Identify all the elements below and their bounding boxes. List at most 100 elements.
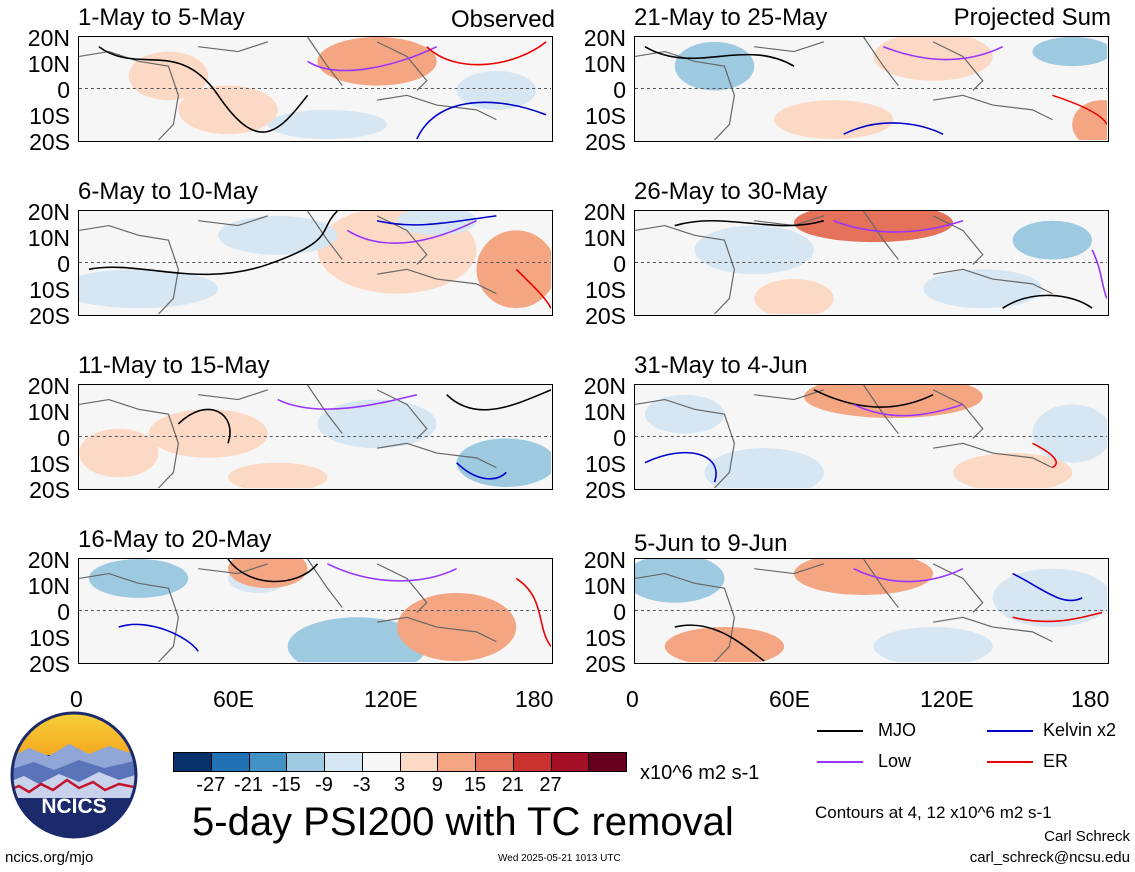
panel-title-2: 6-May to 10-May bbox=[78, 178, 259, 205]
colorbar-swatch bbox=[475, 752, 514, 772]
anomaly-shading bbox=[674, 41, 755, 91]
wave-contour bbox=[227, 559, 319, 583]
lat-label: 10N bbox=[27, 573, 70, 599]
lat-label: 20S bbox=[29, 303, 70, 329]
map-panel bbox=[78, 384, 553, 490]
colorbar-tick-label: -27 bbox=[196, 774, 226, 796]
colorbar bbox=[173, 752, 627, 772]
panel-title-3: 11-May to 15-May bbox=[78, 352, 270, 379]
colorbar-tick-label: 21 bbox=[501, 774, 524, 796]
wave-contour bbox=[1032, 442, 1058, 469]
legend-line-kelvin bbox=[987, 730, 1033, 732]
lat-label: 0 bbox=[613, 251, 626, 277]
wave-contour bbox=[644, 451, 717, 483]
coastline bbox=[79, 37, 497, 140]
colorbar-tick-label: -21 bbox=[234, 774, 263, 796]
coastline bbox=[79, 211, 497, 314]
anomaly-shading bbox=[317, 37, 437, 86]
map-panel bbox=[634, 558, 1109, 664]
lat-label: 20N bbox=[583, 199, 626, 225]
anomaly-shading bbox=[456, 438, 551, 488]
wave-contour bbox=[515, 268, 551, 309]
anomaly-shading bbox=[287, 617, 427, 662]
colorbar-swatch bbox=[210, 752, 250, 772]
lat-label: 10N bbox=[583, 573, 626, 599]
anomaly-shading bbox=[456, 71, 537, 110]
lat-label: 0 bbox=[613, 77, 626, 103]
wave-contour bbox=[853, 568, 964, 583]
lat-label: 20S bbox=[585, 129, 626, 155]
colorbar-swatch bbox=[437, 752, 476, 772]
lat-label: 10N bbox=[27, 225, 70, 251]
anomaly-shading bbox=[952, 453, 1073, 488]
wave-contour bbox=[118, 623, 199, 652]
wave-contour bbox=[1012, 611, 1103, 623]
lat-label: 20S bbox=[585, 477, 626, 503]
lat-label: 20S bbox=[29, 651, 70, 677]
lat-label: 10N bbox=[583, 51, 626, 77]
map-panel bbox=[634, 36, 1109, 142]
lon-label-right-120e: 120E bbox=[920, 686, 974, 712]
coastline bbox=[635, 559, 1053, 662]
colorbar-swatch bbox=[550, 752, 590, 772]
legend-label-er: ER bbox=[1043, 751, 1069, 771]
anomaly-shading bbox=[218, 215, 338, 255]
lat-label: 10S bbox=[585, 625, 626, 651]
lat-label: 20N bbox=[583, 373, 626, 399]
legend-label-kelvin: Kelvin x2 bbox=[1043, 720, 1117, 740]
author-email[interactable]: carl_schreck@ncsu.edu bbox=[969, 849, 1130, 866]
wave-contour bbox=[456, 462, 507, 480]
coastline bbox=[79, 385, 497, 488]
lon-label-left-0: 0 bbox=[70, 686, 83, 712]
main-title: 5-day PSI200 with TC removal bbox=[192, 800, 734, 844]
lon-label-left-180: 180 bbox=[515, 686, 554, 712]
logo-text: NCICS bbox=[41, 795, 106, 818]
map-panel bbox=[78, 36, 553, 142]
lat-label: 10S bbox=[29, 625, 70, 651]
wave-contour bbox=[833, 219, 964, 233]
lon-label-right-0: 0 bbox=[626, 686, 639, 712]
anomaly-shading bbox=[1032, 37, 1107, 67]
timestamp: Wed 2025-05-21 1013 UTC bbox=[498, 853, 621, 864]
colorbar-tick-label: -15 bbox=[271, 774, 301, 796]
anomaly-shading bbox=[317, 399, 437, 449]
anomaly-shading bbox=[228, 462, 328, 488]
colorbar-tick-label: -9 bbox=[315, 774, 333, 796]
lon-label-left-120e: 120E bbox=[364, 686, 418, 712]
site-link[interactable]: ncics.org/mjo bbox=[5, 849, 94, 866]
anomaly-shading bbox=[79, 428, 159, 478]
lat-label: 0 bbox=[57, 77, 70, 103]
anomaly-shading bbox=[79, 269, 219, 309]
coastline bbox=[635, 37, 1053, 140]
wave-contour bbox=[327, 563, 457, 582]
lat-label: 20N bbox=[27, 199, 70, 225]
map-panel bbox=[634, 210, 1109, 316]
map-panel bbox=[78, 558, 553, 664]
lat-label: 10S bbox=[585, 277, 626, 303]
lat-label: 10S bbox=[29, 277, 70, 303]
panel-title-8: 5-Jun to 9-Jun bbox=[634, 530, 788, 557]
anomaly-shading bbox=[992, 568, 1107, 628]
wave-contour bbox=[674, 219, 825, 227]
anomaly-shading bbox=[1032, 404, 1107, 463]
colorbar-tick-label: 15 bbox=[463, 774, 487, 796]
colorbar-tick-label: -3 bbox=[352, 774, 371, 796]
contour-note: Contours at 4, 12 x10^6 m2 s-1 bbox=[815, 803, 1052, 822]
anomaly-shading bbox=[635, 559, 725, 603]
lon-label-right-180: 180 bbox=[1071, 686, 1110, 712]
anomaly-shading bbox=[923, 269, 1043, 309]
wave-contour bbox=[98, 46, 309, 133]
colorbar-swatch bbox=[173, 752, 212, 772]
lat-label: 10N bbox=[27, 399, 70, 425]
anomaly-shading bbox=[1012, 220, 1093, 260]
colorbar-tick-label: 27 bbox=[539, 774, 562, 796]
anomaly-shading bbox=[794, 559, 934, 595]
anomaly-shading bbox=[1072, 100, 1107, 140]
anomaly-shading bbox=[644, 394, 725, 434]
lat-label: 0 bbox=[613, 425, 626, 451]
wave-contour bbox=[674, 624, 765, 662]
wave-contour bbox=[277, 393, 418, 410]
wave-contour bbox=[644, 46, 795, 67]
wave-contour bbox=[376, 215, 497, 226]
wave-contour bbox=[426, 41, 547, 66]
